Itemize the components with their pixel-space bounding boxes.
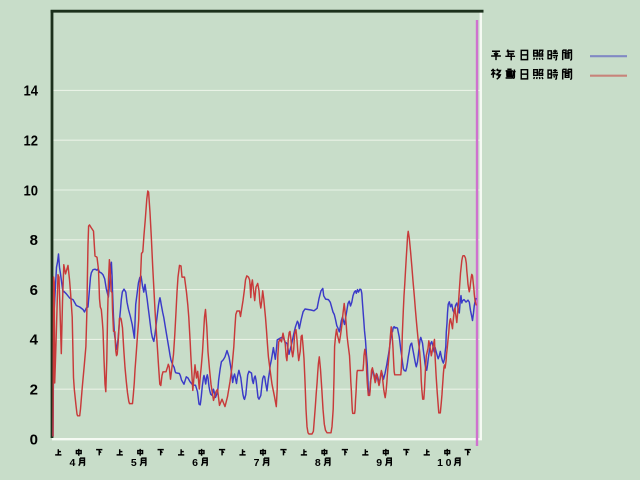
svg-text:7: 7 — [254, 457, 260, 469]
svg-text:9: 9 — [376, 457, 382, 469]
svg-text:10: 10 — [24, 182, 39, 199]
svg-text:0: 0 — [30, 431, 38, 448]
svg-text:4: 4 — [30, 332, 39, 349]
svg-text:5: 5 — [131, 457, 137, 469]
svg-text:12: 12 — [24, 133, 39, 150]
svg-text:0: 0 — [446, 457, 452, 469]
svg-text:6: 6 — [192, 457, 198, 469]
svg-text:8: 8 — [30, 232, 38, 249]
svg-text:6: 6 — [30, 282, 38, 299]
svg-text:1: 1 — [437, 457, 443, 469]
svg-text:4: 4 — [69, 457, 75, 469]
svg-text:8: 8 — [315, 457, 321, 469]
svg-text:2: 2 — [30, 382, 38, 399]
svg-text:14: 14 — [24, 83, 39, 100]
